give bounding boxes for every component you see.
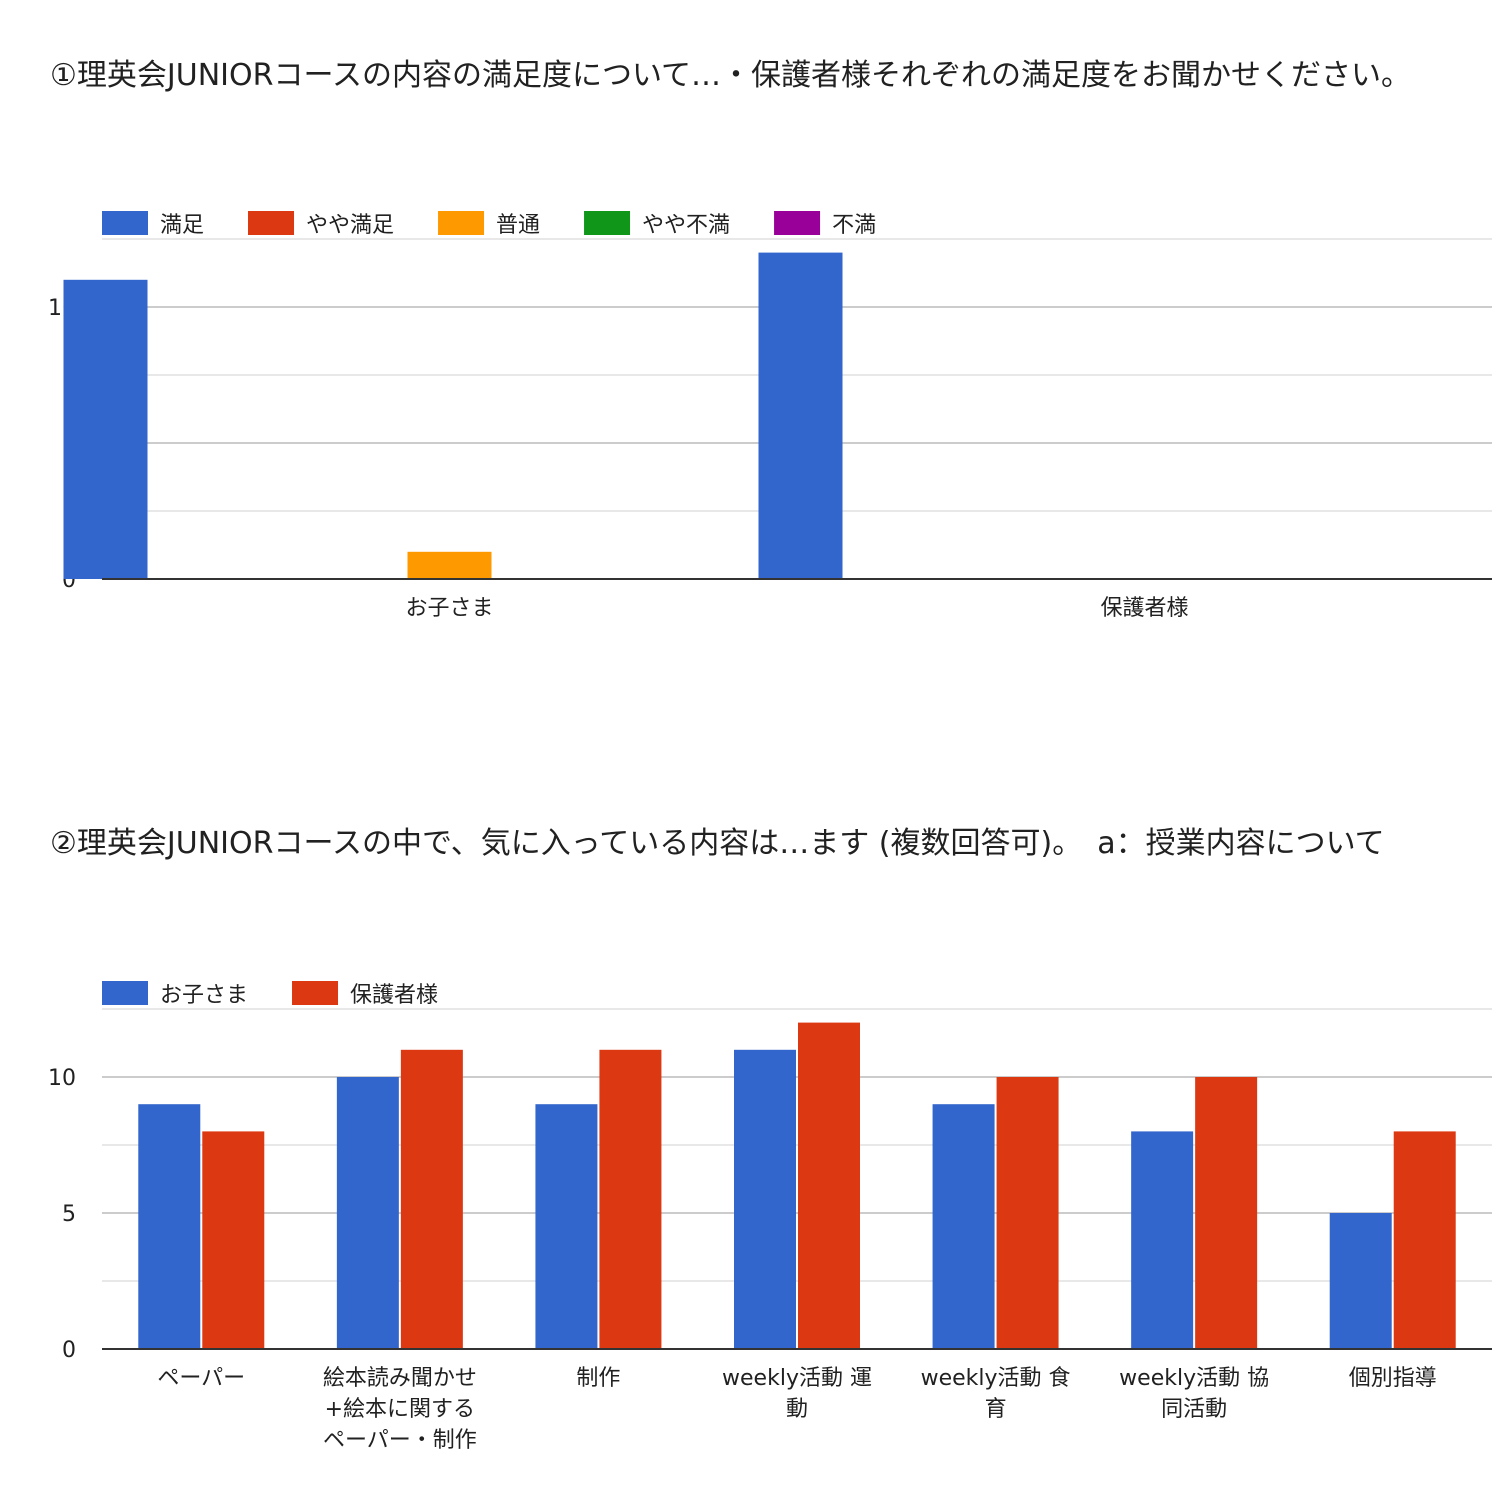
y-tick-label: 5 [62,1202,76,1227]
x-category-label: 個別指導 [1349,1366,1437,1391]
legend-swatch [102,211,148,235]
legend-label: お子さま [160,983,248,1008]
bar [535,1104,598,1349]
legend-label: やや不満 [642,213,730,238]
chart-title: ②理英会JUNIORコースの中で、気に入っている内容は…ます (複数回答可)。 … [50,826,1385,861]
x-category-label: 育 [985,1397,1007,1422]
chart-canvas: 満足やや満足普通やや不満不満0510お子さま保護者様 [48,211,1492,621]
x-category-label: お子さま [405,596,493,621]
bar [1329,1213,1392,1349]
legend-label: 満足 [160,213,204,238]
bar [758,252,843,579]
bar [1195,1077,1258,1349]
x-category-label: 同活動 [1161,1397,1227,1422]
bar [400,1049,463,1349]
legend-swatch [584,211,631,235]
bar [932,1104,995,1349]
legend-label: 保護者様 [350,983,438,1008]
legend-label: 不満 [832,213,876,238]
legend-label: 普通 [496,213,540,238]
legend-swatch [438,211,485,235]
bar [798,1022,860,1349]
chart-title: ①理英会JUNIORコースの内容の満足度について…・保護者様それぞれの満足度をお… [50,58,1412,93]
legend-swatch [774,211,821,235]
chart-favorite-content: ②理英会JUNIORコースの中で、気に入っている内容は…ます (複数回答可)。 … [0,770,1492,1500]
legend-swatch [102,981,148,1005]
legend-swatch [292,981,339,1005]
bar [1131,1131,1194,1349]
x-category-label: 絵本読み聞かせ [323,1366,477,1391]
x-category-label: weekly活動 食 [921,1366,1071,1391]
bar [996,1077,1059,1349]
y-tick-label: 10 [48,1066,76,1091]
x-category-label: weekly活動 運 [722,1366,872,1391]
bar [599,1049,662,1349]
y-tick-label: 0 [62,1338,76,1363]
x-category-label: +絵本に関する [325,1397,475,1422]
bar [336,1077,399,1349]
x-category-label: 動 [786,1397,808,1422]
legend-label: やや満足 [306,213,394,238]
x-category-label: weekly活動 協 [1119,1366,1269,1391]
bar [63,279,148,579]
bar [202,1131,265,1349]
legend-swatch [248,211,295,235]
bar [1393,1131,1456,1349]
x-category-label: 保護者様 [1100,596,1188,621]
x-category-label: ペーパー [157,1366,245,1391]
x-category-label: ペーパー・制作 [323,1428,477,1453]
bar [138,1104,201,1349]
chart-satisfaction: ①理英会JUNIORコースの内容の満足度について…・保護者様それぞれの満足度をお… [0,0,1492,700]
bar [734,1049,796,1349]
x-category-label: 制作 [576,1366,620,1391]
bar [407,551,492,579]
